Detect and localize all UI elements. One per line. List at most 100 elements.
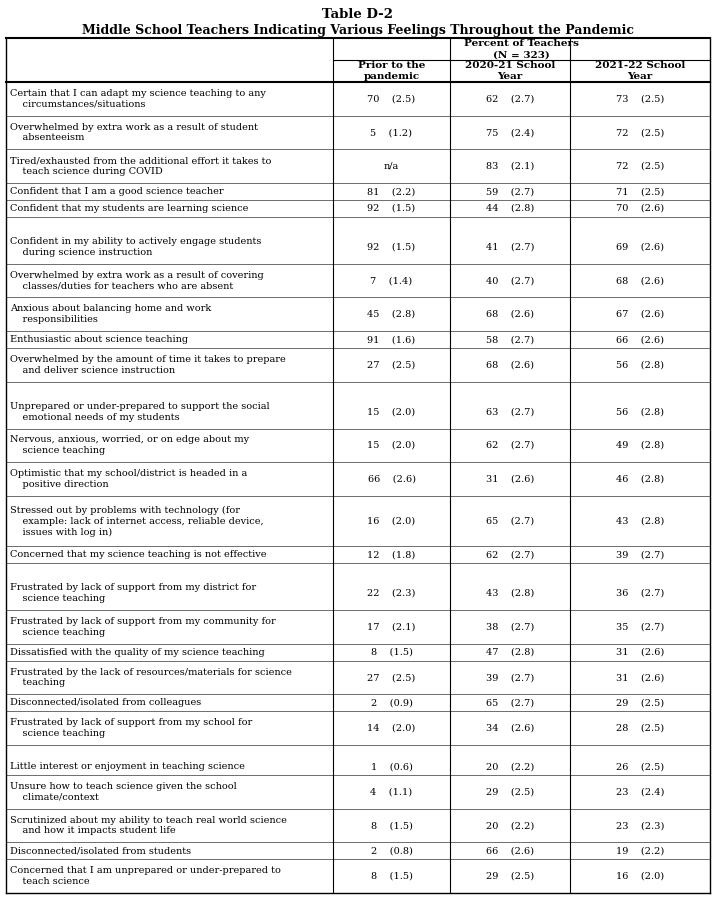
- Text: Table D-2: Table D-2: [322, 8, 394, 21]
- Text: 66    (2.6): 66 (2.6): [486, 847, 534, 856]
- Text: 92    (1.5): 92 (1.5): [367, 242, 415, 251]
- Text: Unprepared or under-prepared to support the social
    emotional needs of my stu: Unprepared or under-prepared to support …: [10, 402, 270, 422]
- Text: 23    (2.4): 23 (2.4): [616, 788, 664, 797]
- Text: 70    (2.5): 70 (2.5): [367, 94, 415, 103]
- Text: 8    (1.5): 8 (1.5): [371, 872, 412, 881]
- Text: Optimistic that my school/district is headed in a
    positive direction: Optimistic that my school/district is he…: [10, 469, 247, 489]
- Text: 16    (2.0): 16 (2.0): [616, 872, 664, 881]
- Text: 65    (2.7): 65 (2.7): [486, 699, 534, 708]
- Text: 31    (2.6): 31 (2.6): [616, 673, 664, 682]
- Text: Frustrated by lack of support from my district for
    science teaching: Frustrated by lack of support from my di…: [10, 583, 256, 603]
- Text: 92    (1.5): 92 (1.5): [367, 204, 415, 213]
- Text: Disconnected/isolated from students: Disconnected/isolated from students: [10, 847, 191, 856]
- Text: 16    (2.0): 16 (2.0): [367, 517, 415, 526]
- Text: 15    (2.0): 15 (2.0): [367, 407, 415, 416]
- Text: 14    (2.0): 14 (2.0): [367, 724, 415, 733]
- Text: 81    (2.2): 81 (2.2): [367, 187, 415, 196]
- Text: n/a: n/a: [384, 161, 399, 170]
- Text: 62    (2.7): 62 (2.7): [486, 94, 534, 103]
- Text: 17    (2.1): 17 (2.1): [367, 623, 416, 631]
- Text: 56    (2.8): 56 (2.8): [616, 407, 664, 416]
- Text: 1    (0.6): 1 (0.6): [371, 762, 412, 771]
- Text: 68    (2.6): 68 (2.6): [486, 361, 534, 370]
- Text: 22    (2.3): 22 (2.3): [367, 588, 416, 597]
- Text: 27    (2.5): 27 (2.5): [367, 361, 415, 370]
- Text: 29    (2.5): 29 (2.5): [486, 872, 534, 881]
- Text: 27    (2.5): 27 (2.5): [367, 673, 415, 682]
- Text: 65    (2.7): 65 (2.7): [486, 517, 534, 526]
- Text: 38    (2.7): 38 (2.7): [486, 623, 534, 631]
- Text: 62    (2.7): 62 (2.7): [486, 551, 534, 560]
- Text: Tired/exhausted from the additional effort it takes to
    teach science during : Tired/exhausted from the additional effo…: [10, 156, 271, 176]
- Text: Scrutinized about my ability to teach real world science
    and how it impacts : Scrutinized about my ability to teach re…: [10, 815, 287, 835]
- Text: 34    (2.6): 34 (2.6): [486, 724, 534, 733]
- Text: 35    (2.7): 35 (2.7): [616, 623, 664, 631]
- Text: 83    (2.1): 83 (2.1): [486, 161, 534, 170]
- Text: 31    (2.6): 31 (2.6): [486, 475, 534, 483]
- Text: 26    (2.5): 26 (2.5): [616, 762, 664, 771]
- Text: Concerned that my science teaching is not effective: Concerned that my science teaching is no…: [10, 551, 266, 560]
- Text: Frustrated by lack of support from my community for
    science teaching: Frustrated by lack of support from my co…: [10, 617, 276, 637]
- Text: Overwhelmed by extra work as a result of covering
    classes/duties for teacher: Overwhelmed by extra work as a result of…: [10, 271, 263, 291]
- Text: 62    (2.7): 62 (2.7): [486, 440, 534, 450]
- Text: 7    (1.4): 7 (1.4): [370, 276, 412, 285]
- Text: 41    (2.7): 41 (2.7): [486, 242, 534, 251]
- Text: 4    (1.1): 4 (1.1): [370, 788, 412, 797]
- Text: 44    (2.8): 44 (2.8): [486, 204, 534, 213]
- Text: 2020-21 School
Year: 2020-21 School Year: [465, 61, 555, 81]
- Text: 73    (2.5): 73 (2.5): [616, 94, 664, 103]
- Text: 43    (2.8): 43 (2.8): [616, 517, 664, 526]
- Text: Disconnected/isolated from colleagues: Disconnected/isolated from colleagues: [10, 699, 201, 708]
- Text: 71    (2.5): 71 (2.5): [616, 187, 664, 196]
- Text: 68    (2.6): 68 (2.6): [616, 276, 664, 285]
- Text: 72    (2.5): 72 (2.5): [616, 161, 664, 170]
- Text: Percent of Teachers
(N = 323): Percent of Teachers (N = 323): [464, 39, 579, 59]
- Text: 8    (1.5): 8 (1.5): [371, 648, 412, 657]
- Text: 40    (2.7): 40 (2.7): [486, 276, 534, 285]
- Text: 2021-22 School
Year: 2021-22 School Year: [595, 61, 685, 81]
- Text: Confident that my students are learning science: Confident that my students are learning …: [10, 204, 248, 213]
- Text: 69    (2.6): 69 (2.6): [616, 242, 664, 251]
- Text: 70    (2.6): 70 (2.6): [616, 204, 664, 213]
- Text: 63    (2.7): 63 (2.7): [486, 407, 534, 416]
- Text: 2    (0.9): 2 (0.9): [371, 699, 412, 708]
- Text: 29    (2.5): 29 (2.5): [616, 699, 664, 708]
- Text: Little interest or enjoyment in teaching science: Little interest or enjoyment in teaching…: [10, 762, 245, 771]
- Text: 58    (2.7): 58 (2.7): [486, 335, 534, 344]
- Text: 47    (2.8): 47 (2.8): [486, 648, 534, 657]
- Text: 2    (0.8): 2 (0.8): [371, 847, 412, 856]
- Text: Overwhelmed by extra work as a result of student
    absenteeism: Overwhelmed by extra work as a result of…: [10, 123, 258, 143]
- Text: Frustrated by the lack of resources/materials for science
    teaching: Frustrated by the lack of resources/mate…: [10, 667, 292, 687]
- Text: 5    (1.2): 5 (1.2): [370, 128, 412, 137]
- Text: 28    (2.5): 28 (2.5): [616, 724, 664, 733]
- Text: Confident in my ability to actively engage students
    during science instructi: Confident in my ability to actively enga…: [10, 237, 261, 257]
- Text: 68    (2.6): 68 (2.6): [486, 309, 534, 318]
- Text: 20    (2.2): 20 (2.2): [486, 821, 534, 830]
- Text: 56    (2.8): 56 (2.8): [616, 361, 664, 370]
- Text: Nervous, anxious, worried, or on edge about my
    science teaching: Nervous, anxious, worried, or on edge ab…: [10, 435, 249, 456]
- Text: 12    (1.8): 12 (1.8): [367, 551, 415, 560]
- Text: Certain that I can adapt my science teaching to any
    circumstances/situations: Certain that I can adapt my science teac…: [10, 89, 266, 109]
- Text: 72    (2.5): 72 (2.5): [616, 128, 664, 137]
- Text: Middle School Teachers Indicating Various Feelings Throughout the Pandemic: Middle School Teachers Indicating Variou…: [82, 24, 634, 37]
- Text: Unsure how to teach science given the school
    climate/context: Unsure how to teach science given the sc…: [10, 782, 237, 802]
- Text: 20    (2.2): 20 (2.2): [486, 762, 534, 771]
- Text: 45    (2.8): 45 (2.8): [367, 309, 415, 318]
- Text: Overwhelmed by the amount of time it takes to prepare
    and deliver science in: Overwhelmed by the amount of time it tak…: [10, 355, 286, 375]
- Text: 91    (1.6): 91 (1.6): [367, 335, 415, 344]
- Text: 8    (1.5): 8 (1.5): [371, 821, 412, 830]
- Text: 67    (2.6): 67 (2.6): [616, 309, 664, 318]
- Text: Frustrated by lack of support from my school for
    science teaching: Frustrated by lack of support from my sc…: [10, 718, 252, 738]
- Text: Anxious about balancing home and work
    responsibilities: Anxious about balancing home and work re…: [10, 304, 211, 324]
- Text: 66    (2.6): 66 (2.6): [616, 335, 664, 344]
- Text: 39    (2.7): 39 (2.7): [616, 551, 664, 560]
- Text: 59    (2.7): 59 (2.7): [486, 187, 534, 196]
- Text: Confident that I am a good science teacher: Confident that I am a good science teach…: [10, 187, 223, 196]
- Text: 36    (2.7): 36 (2.7): [616, 588, 664, 597]
- Text: Dissatisfied with the quality of my science teaching: Dissatisfied with the quality of my scie…: [10, 648, 265, 657]
- Text: Stressed out by problems with technology (for
    example: lack of internet acce: Stressed out by problems with technology…: [10, 506, 263, 536]
- Text: Prior to the
pandemic: Prior to the pandemic: [358, 61, 425, 81]
- Text: 31    (2.6): 31 (2.6): [616, 648, 664, 657]
- Text: Concerned that I am unprepared or under-prepared to
    teach science: Concerned that I am unprepared or under-…: [10, 867, 281, 886]
- Text: 15    (2.0): 15 (2.0): [367, 440, 415, 450]
